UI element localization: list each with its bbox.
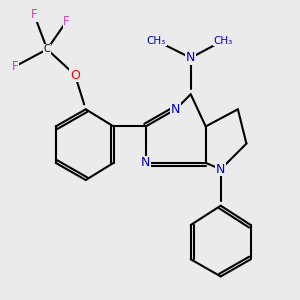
Text: F: F — [12, 60, 18, 73]
Text: O: O — [70, 68, 80, 82]
Text: O: O — [70, 68, 80, 82]
Text: F: F — [31, 8, 38, 22]
Text: CH₃: CH₃ — [147, 36, 166, 46]
Text: F: F — [63, 15, 70, 28]
Text: N: N — [171, 103, 180, 116]
Text: N: N — [141, 156, 150, 170]
Text: N: N — [186, 51, 195, 64]
Text: N: N — [216, 163, 225, 176]
Text: CH₃: CH₃ — [213, 36, 232, 46]
Text: C: C — [44, 44, 50, 54]
